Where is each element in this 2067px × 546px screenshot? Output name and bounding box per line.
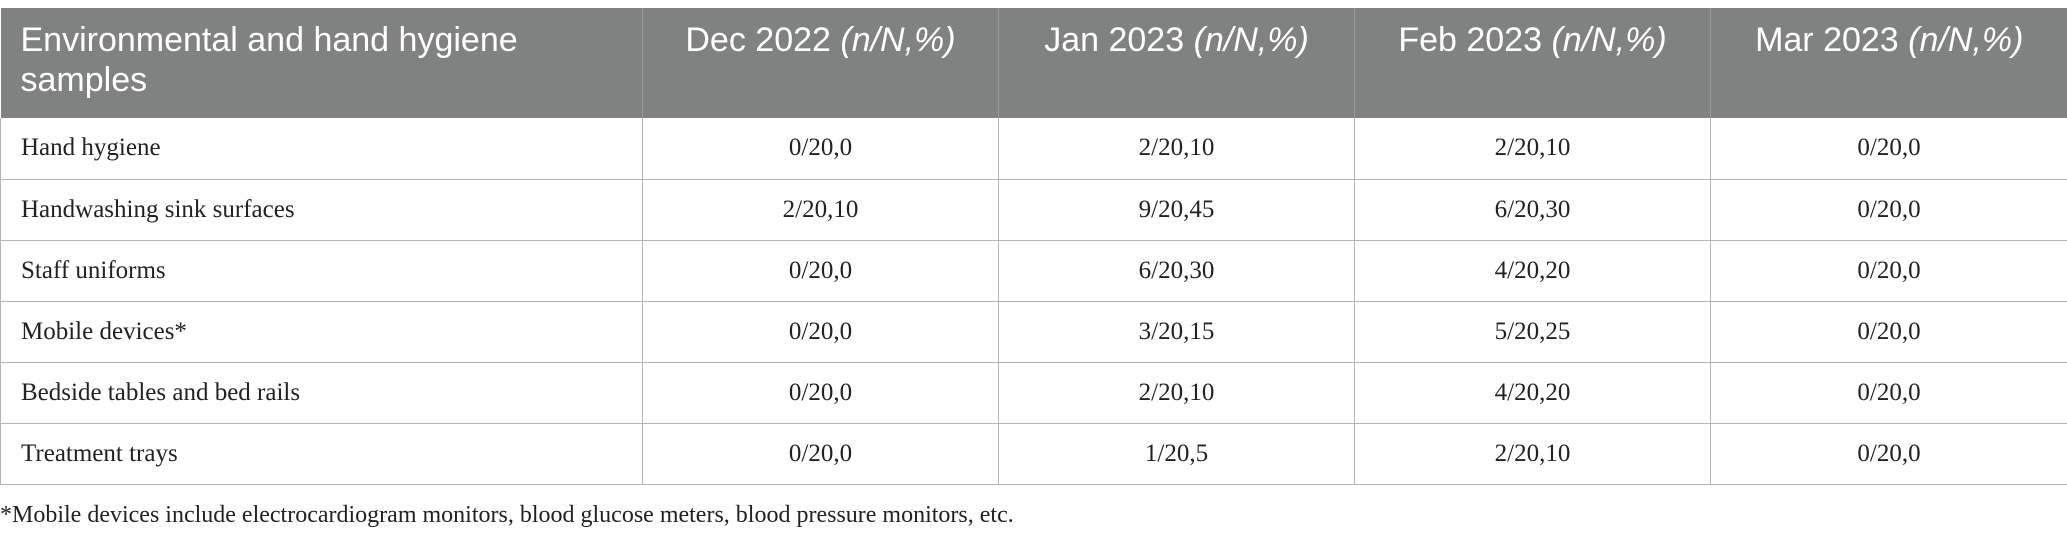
- cell-feb-2023: 2/20,10: [1354, 118, 1711, 180]
- cell-feb-2023: 4/20,20: [1354, 362, 1711, 424]
- row-label: Mobile devices*: [0, 301, 643, 363]
- row-label: Handwashing sink surfaces: [0, 179, 643, 241]
- cell-jan-2023: 6/20,30: [998, 240, 1355, 302]
- table-row: Mobile devices* 0/20,0 3/20,15 5/20,25 0…: [0, 301, 2067, 363]
- cell-feb-2023: 2/20,10: [1354, 423, 1711, 485]
- cell-dec-2022: 2/20,10: [642, 179, 999, 241]
- cell-dec-2022: 0/20,0: [642, 423, 999, 485]
- cell-mar-2023: 0/20,0: [1710, 240, 2067, 302]
- cell-jan-2023: 2/20,10: [998, 118, 1355, 180]
- header-unit: (n/N,%): [1193, 21, 1309, 59]
- cell-feb-2023: 6/20,30: [1354, 179, 1711, 241]
- data-table-container: Environmental and hand hygiene samples D…: [0, 8, 2067, 485]
- cell-dec-2022: 0/20,0: [642, 362, 999, 424]
- header-month-label: Dec 2022: [685, 21, 831, 59]
- header-month-label: Jan 2023: [1044, 21, 1185, 59]
- row-label: Staff uniforms: [0, 240, 643, 302]
- cell-feb-2023: 4/20,20: [1354, 240, 1711, 302]
- cell-mar-2023: 0/20,0: [1710, 179, 2067, 241]
- header-unit: (n/N,%): [1551, 21, 1667, 59]
- cell-mar-2023: 0/20,0: [1710, 118, 2067, 180]
- table-row: Bedside tables and bed rails 0/20,0 2/20…: [0, 362, 2067, 424]
- header-sample-type: Environmental and hand hygiene samples: [0, 8, 643, 118]
- cell-jan-2023: 1/20,5: [998, 423, 1355, 485]
- table-row: Handwashing sink surfaces 2/20,10 9/20,4…: [0, 179, 2067, 241]
- hygiene-samples-table: Environmental and hand hygiene samples D…: [0, 8, 2067, 485]
- cell-mar-2023: 0/20,0: [1710, 423, 2067, 485]
- cell-mar-2023: 0/20,0: [1710, 362, 2067, 424]
- row-label: Hand hygiene: [0, 118, 643, 180]
- header-feb-2023: Feb 2023 (n/N,%): [1354, 8, 1711, 118]
- table-row: Hand hygiene 0/20,0 2/20,10 2/20,10 0/20…: [0, 118, 2067, 180]
- table-footnote: *Mobile devices include electrocardiogra…: [0, 502, 1014, 528]
- table-body: Hand hygiene 0/20,0 2/20,10 2/20,10 0/20…: [0, 118, 2067, 485]
- header-unit: (n/N,%): [840, 21, 956, 59]
- table-header: Environmental and hand hygiene samples D…: [0, 8, 2067, 118]
- cell-dec-2022: 0/20,0: [642, 301, 999, 363]
- cell-feb-2023: 5/20,25: [1354, 301, 1711, 363]
- header-month-label: Mar 2023: [1755, 21, 1899, 59]
- header-dec-2022: Dec 2022 (n/N,%): [642, 8, 999, 118]
- cell-jan-2023: 3/20,15: [998, 301, 1355, 363]
- header-jan-2023: Jan 2023 (n/N,%): [998, 8, 1355, 118]
- cell-jan-2023: 2/20,10: [998, 362, 1355, 424]
- cell-jan-2023: 9/20,45: [998, 179, 1355, 241]
- row-label: Bedside tables and bed rails: [0, 362, 643, 424]
- header-row: Environmental and hand hygiene samples D…: [0, 8, 2067, 118]
- row-label: Treatment trays: [0, 423, 643, 485]
- header-month-label: Feb 2023: [1398, 21, 1542, 59]
- cell-mar-2023: 0/20,0: [1710, 301, 2067, 363]
- cell-dec-2022: 0/20,0: [642, 118, 999, 180]
- cell-dec-2022: 0/20,0: [642, 240, 999, 302]
- table-row: Staff uniforms 0/20,0 6/20,30 4/20,20 0/…: [0, 240, 2067, 302]
- header-unit: (n/N,%): [1908, 21, 2024, 59]
- header-mar-2023: Mar 2023 (n/N,%): [1710, 8, 2067, 118]
- table-row: Treatment trays 0/20,0 1/20,5 2/20,10 0/…: [0, 423, 2067, 485]
